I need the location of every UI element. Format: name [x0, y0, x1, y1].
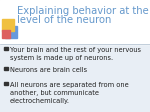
Bar [2, 19, 14, 31]
Text: Neurons are brain cells: Neurons are brain cells [10, 67, 87, 73]
Text: Your brain and the rest of your nervous
system is made up of neurons.: Your brain and the rest of your nervous … [10, 47, 141, 61]
Text: Explaining behavior at the: Explaining behavior at the [17, 6, 149, 16]
Text: All neurons are separated from one
another, but communicate
electrochemically.: All neurons are separated from one anoth… [10, 82, 129, 103]
Bar [0, 0, 150, 44]
Bar [4, 82, 8, 85]
Text: level of the neuron: level of the neuron [17, 15, 111, 25]
Bar [4, 67, 8, 70]
Bar [4, 46, 8, 50]
Bar [2, 30, 10, 38]
Bar [5, 26, 17, 38]
